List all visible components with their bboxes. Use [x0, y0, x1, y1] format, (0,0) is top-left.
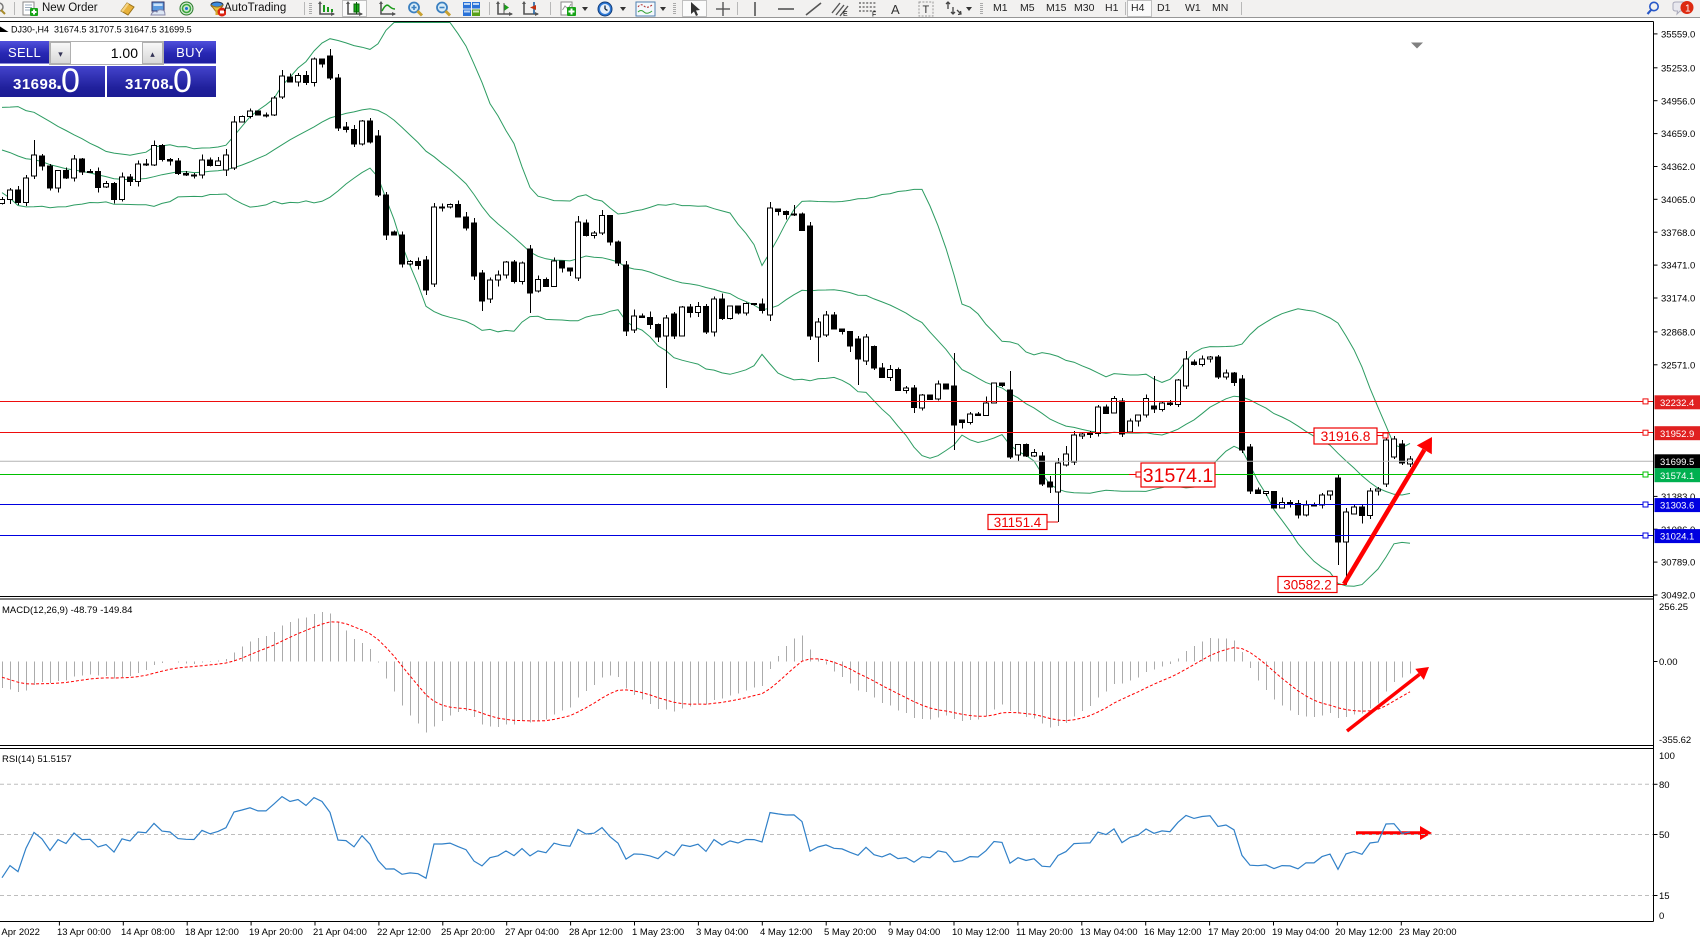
- svg-text:28 Apr 12:00: 28 Apr 12:00: [569, 927, 623, 938]
- svg-text:1 Apr 2022: 1 Apr 2022: [0, 927, 40, 938]
- svg-text:32571.0: 32571.0: [1661, 360, 1695, 371]
- svg-text:31952.9: 31952.9: [1660, 429, 1694, 440]
- svg-text:18 Apr 12:00: 18 Apr 12:00: [185, 927, 239, 938]
- svg-text:17 May 20:00: 17 May 20:00: [1208, 927, 1266, 938]
- svg-text:34956.0: 34956.0: [1661, 96, 1695, 107]
- svg-text:-355.62: -355.62: [1659, 735, 1691, 746]
- svg-text:256.25: 256.25: [1659, 602, 1688, 613]
- svg-text:31574.1: 31574.1: [1660, 471, 1694, 482]
- svg-text:35253.0: 35253.0: [1661, 63, 1695, 74]
- svg-text:31303.6: 31303.6: [1660, 501, 1694, 512]
- svg-text:31024.1: 31024.1: [1660, 532, 1694, 543]
- svg-text:31699.5: 31699.5: [1660, 457, 1694, 468]
- svg-text:33768.0: 33768.0: [1661, 228, 1695, 239]
- svg-text:30492.0: 30492.0: [1661, 591, 1695, 602]
- svg-text:31151.4: 31151.4: [994, 515, 1042, 530]
- svg-text:33471.0: 33471.0: [1661, 261, 1695, 272]
- svg-text:19 May 04:00: 19 May 04:00: [1272, 927, 1330, 938]
- svg-text:0.00: 0.00: [1659, 657, 1678, 668]
- svg-text:35559.0: 35559.0: [1661, 30, 1695, 41]
- svg-text:34659.0: 34659.0: [1661, 129, 1695, 140]
- svg-text:34065.0: 34065.0: [1661, 195, 1695, 206]
- svg-text:33174.0: 33174.0: [1661, 294, 1695, 305]
- svg-text:10 May 12:00: 10 May 12:00: [952, 927, 1010, 938]
- svg-text:MACD(12,26,9) -48.79 -149.84: MACD(12,26,9) -48.79 -149.84: [2, 605, 132, 616]
- svg-text:4 May 12:00: 4 May 12:00: [760, 927, 812, 938]
- svg-text:25 Apr 20:00: 25 Apr 20:00: [441, 927, 495, 938]
- svg-text:RSI(14) 51.5157: RSI(14) 51.5157: [2, 754, 72, 765]
- svg-text:30789.0: 30789.0: [1661, 558, 1695, 569]
- svg-text:13 May 04:00: 13 May 04:00: [1080, 927, 1138, 938]
- svg-text:DJ30-,H4 31674.5 31707.5 3164: DJ30-,H4 31674.5 31707.5 31647.5 31699.5: [11, 25, 192, 35]
- svg-text:5 May 20:00: 5 May 20:00: [824, 927, 876, 938]
- svg-text:T: T: [923, 4, 930, 16]
- svg-text:21 Apr 04:00: 21 Apr 04:00: [313, 927, 367, 938]
- svg-text:13 Apr 00:00: 13 Apr 00:00: [57, 927, 111, 938]
- svg-text:14 Apr 08:00: 14 Apr 08:00: [121, 927, 175, 938]
- svg-text:15: 15: [1659, 891, 1670, 902]
- svg-text:F: F: [872, 12, 876, 18]
- svg-text:34362.0: 34362.0: [1661, 162, 1695, 173]
- svg-text:31574.1: 31574.1: [1143, 465, 1214, 487]
- svg-text:9 May 04:00: 9 May 04:00: [888, 927, 940, 938]
- svg-text:23 May 20:00: 23 May 20:00: [1399, 927, 1457, 938]
- svg-text:11 May 20:00: 11 May 20:00: [1016, 927, 1073, 938]
- svg-text:100: 100: [1659, 751, 1675, 762]
- svg-text:1: 1: [1685, 4, 1691, 15]
- svg-text:E: E: [843, 11, 848, 17]
- svg-text:19 Apr 20:00: 19 Apr 20:00: [249, 927, 303, 938]
- svg-text:32868.0: 32868.0: [1661, 328, 1695, 339]
- svg-text:50: 50: [1659, 830, 1670, 841]
- svg-text:20 May 12:00: 20 May 12:00: [1335, 927, 1393, 938]
- svg-text:3 May 04:00: 3 May 04:00: [696, 927, 748, 938]
- svg-text:0: 0: [1659, 911, 1664, 922]
- svg-text:31916.8: 31916.8: [1321, 429, 1371, 444]
- svg-text:22 Apr 12:00: 22 Apr 12:00: [377, 927, 431, 938]
- svg-text:1 May 23:00: 1 May 23:00: [632, 927, 684, 938]
- svg-text:32232.4: 32232.4: [1660, 398, 1694, 409]
- svg-text:16 May 12:00: 16 May 12:00: [1144, 927, 1202, 938]
- svg-text:27 Apr 04:00: 27 Apr 04:00: [505, 927, 559, 938]
- svg-text:80: 80: [1659, 780, 1670, 791]
- svg-text:30582.2: 30582.2: [1283, 577, 1331, 592]
